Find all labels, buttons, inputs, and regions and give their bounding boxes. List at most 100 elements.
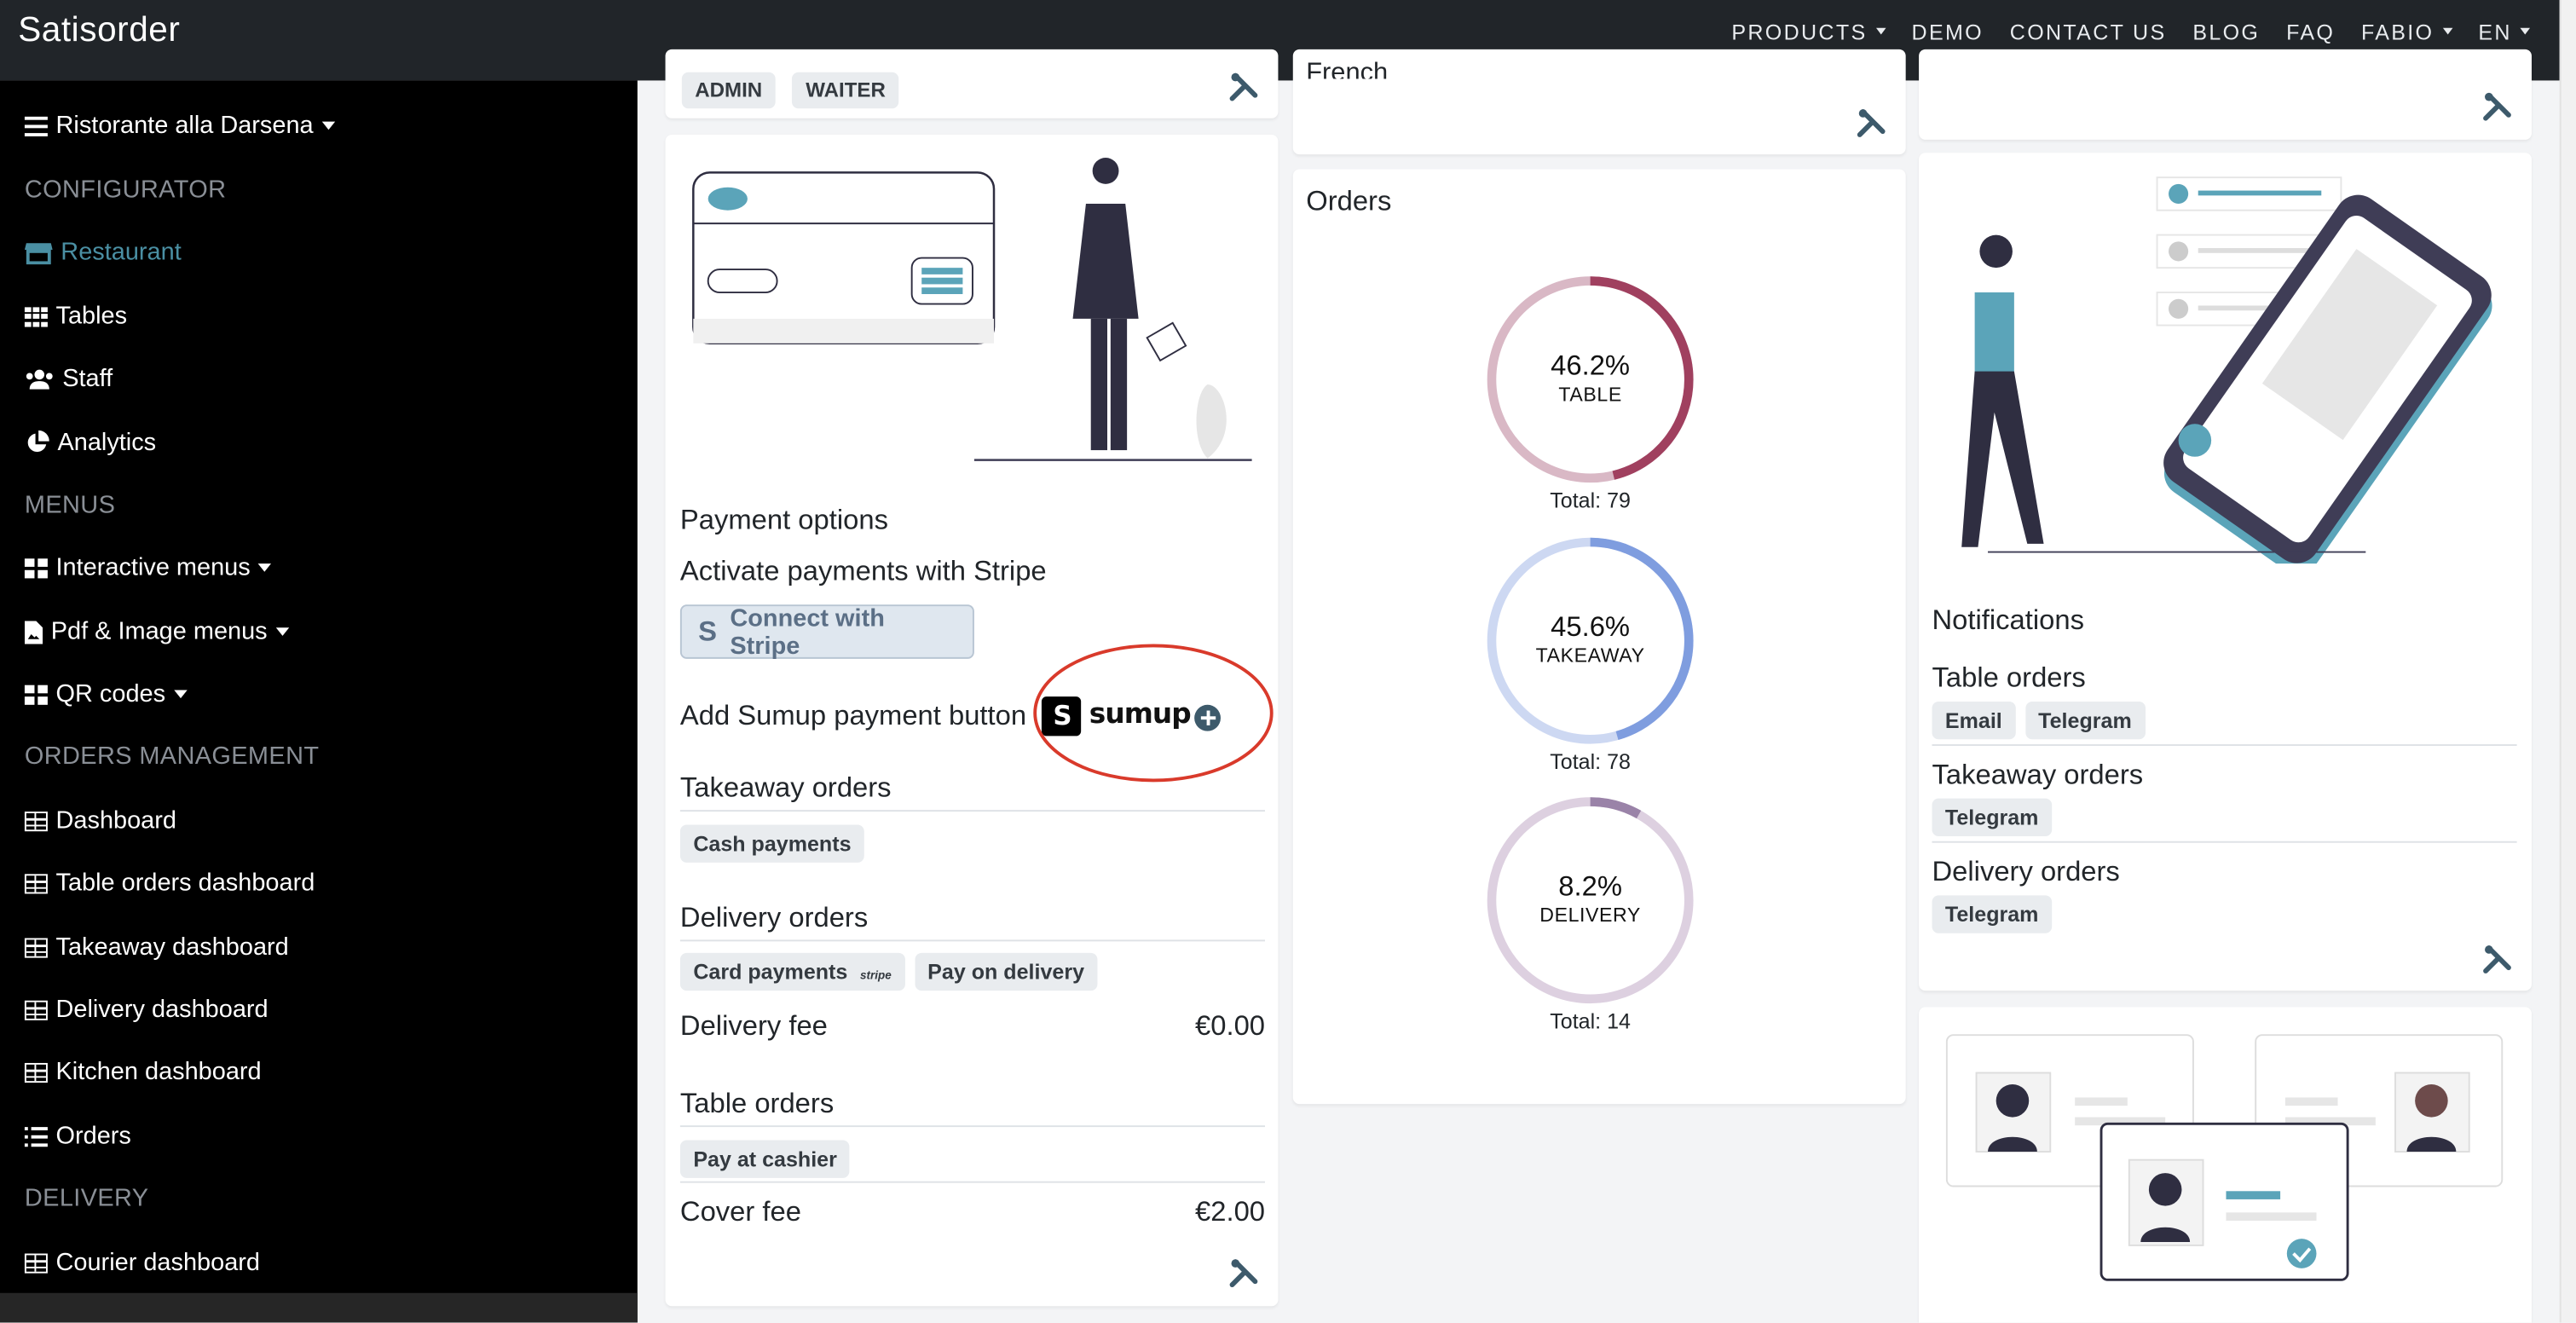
sidebar-item-takeaway-dashboard[interactable]: Takeaway dashboard bbox=[24, 933, 289, 961]
sidebar-item-label: Orders bbox=[55, 1122, 131, 1151]
tools-icon[interactable] bbox=[1857, 108, 1886, 138]
section-delivery: DELIVERY bbox=[24, 1184, 149, 1213]
donut-table bbox=[1487, 276, 1694, 483]
tools-icon[interactable] bbox=[2482, 92, 2512, 122]
bars-icon bbox=[24, 115, 48, 136]
sidebar-item-kitchen-dashboard[interactable]: Kitchen dashboard bbox=[24, 1058, 262, 1086]
table-icon bbox=[24, 873, 48, 893]
sidebar-item-label: Staff bbox=[62, 364, 113, 393]
sumup-logo-icon: S bbox=[1041, 696, 1082, 737]
sumup-text: Add Sumup payment button bbox=[679, 700, 1027, 731]
notifications-card: Notifications Table orders Email Telegram… bbox=[1919, 153, 2532, 991]
divider bbox=[1932, 841, 2517, 843]
section-configurator: CONFIGURATOR bbox=[24, 176, 227, 204]
divider bbox=[1932, 744, 2517, 746]
sidebar-item-label: Pdf & Image menus bbox=[51, 618, 289, 646]
role-badge: ADMIN bbox=[681, 72, 776, 109]
tools-icon[interactable] bbox=[1229, 72, 1259, 102]
payment-options-title: Payment options bbox=[679, 504, 888, 536]
sidebar-item-orders[interactable]: Orders bbox=[24, 1122, 131, 1151]
donut-percent: 8.2% bbox=[1558, 870, 1622, 903]
delivery-fee-value: €0.00 bbox=[1195, 1010, 1266, 1042]
cover-fee-label: Cover fee bbox=[679, 1196, 801, 1228]
sidebar-item-pdf-menus[interactable]: Pdf & Image menus bbox=[24, 618, 289, 646]
table-icon bbox=[24, 1061, 48, 1083]
donut-delivery bbox=[1487, 797, 1694, 1004]
notif-badge: Telegram bbox=[2024, 701, 2146, 740]
sidebar-item-interactive-menus[interactable]: Interactive menus bbox=[24, 554, 272, 582]
sidebar-item-label: Analytics bbox=[57, 429, 157, 457]
sidebar-item-table-orders-dashboard[interactable]: Table orders dashboard bbox=[24, 869, 315, 898]
notif-badge: Telegram bbox=[1932, 895, 2052, 933]
sidebar-item-delivery-dashboard[interactable]: Delivery dashboard bbox=[24, 996, 269, 1024]
sidebar-item-label: QR codes bbox=[56, 680, 188, 708]
table-icon bbox=[24, 811, 48, 831]
annotation-circle bbox=[1033, 644, 1274, 783]
payment-illustration bbox=[692, 158, 1252, 461]
notif-group-title: Table orders bbox=[1932, 662, 2086, 694]
pie-chart-icon bbox=[27, 430, 49, 453]
notifications-illustration bbox=[1961, 176, 2492, 564]
badge-label: Card payments bbox=[693, 959, 848, 985]
nav-user-menu[interactable]: FABIO bbox=[2361, 20, 2452, 44]
sidebar-item-tables[interactable]: Tables bbox=[24, 303, 127, 330]
language-card: French bbox=[1292, 49, 1906, 155]
sidebar-item-courier-dashboard[interactable]: Courier dashboard bbox=[24, 1248, 260, 1277]
sumup-logo: sumup bbox=[1089, 698, 1192, 731]
donut-percent: 46.2% bbox=[1551, 350, 1631, 382]
nav-products[interactable]: PRODUCTS bbox=[1731, 20, 1885, 44]
sidebar-restaurant-selector[interactable]: Ristorante alla Darsena bbox=[24, 112, 335, 140]
sidebar-item-staff[interactable]: Staff bbox=[25, 365, 113, 393]
staff-illustration bbox=[1945, 1034, 2504, 1281]
add-sumup-button[interactable] bbox=[1194, 704, 1221, 731]
table-orders-title: Table orders bbox=[679, 1087, 835, 1119]
sidebar-item-label: Table orders dashboard bbox=[55, 869, 315, 898]
users-icon bbox=[26, 369, 53, 390]
sidebar-footer bbox=[0, 1292, 638, 1323]
delivery-fee-label: Delivery fee bbox=[679, 1010, 828, 1042]
donut-category: TABLE bbox=[1558, 383, 1622, 407]
nav-blog[interactable]: BLOG bbox=[2192, 20, 2261, 45]
table-icon bbox=[24, 1252, 48, 1273]
donut-total: Total: 78 bbox=[1550, 748, 1631, 774]
sidebar-item-label: Kitchen dashboard bbox=[55, 1058, 262, 1086]
sidebar-item-label: Courier dashboard bbox=[55, 1248, 260, 1277]
notif-group-title: Delivery orders bbox=[1932, 856, 2120, 887]
top-right-card bbox=[1919, 49, 2532, 140]
stripe-activate-text: Activate payments with Stripe bbox=[679, 555, 1047, 587]
top-navbar: Satisorder PRODUCTS DEMO CONTACT US BLOG… bbox=[0, 0, 2560, 81]
payment-badge: Cash payments bbox=[679, 824, 864, 863]
notif-badge: Telegram bbox=[1932, 798, 2052, 836]
sidebar-item-qr-codes[interactable]: QR codes bbox=[24, 680, 188, 708]
delivery-orders-title: Delivery orders bbox=[679, 902, 869, 933]
takeaway-orders-title: Takeaway orders bbox=[679, 771, 892, 804]
staff-illustration-card bbox=[1919, 1007, 2532, 1323]
sidebar-item-label: Interactive menus bbox=[56, 554, 272, 582]
sidebar: Ristorante alla Darsena CONFIGURATOR Res… bbox=[0, 80, 638, 1323]
qrcode-icon bbox=[24, 684, 48, 704]
sidebar-item-analytics[interactable]: Analytics bbox=[25, 429, 156, 457]
nav-faq[interactable]: FAQ bbox=[2286, 20, 2336, 45]
nav-demo[interactable]: DEMO bbox=[1911, 20, 1984, 45]
nav-links: PRODUCTS DEMO CONTACT US BLOG FAQ FABIO … bbox=[1706, 20, 2531, 44]
nav-contact[interactable]: CONTACT US bbox=[2009, 20, 2167, 45]
brand-logo[interactable]: Satisorder bbox=[18, 11, 181, 49]
connect-stripe-button[interactable]: S Connect with Stripe bbox=[679, 604, 974, 660]
donut-percent: 45.6% bbox=[1551, 610, 1631, 643]
tools-icon[interactable] bbox=[1229, 1258, 1259, 1288]
file-image-icon bbox=[24, 620, 43, 644]
table-icon bbox=[24, 999, 48, 1020]
scrollbar[interactable] bbox=[2559, 0, 2576, 1323]
tools-icon[interactable] bbox=[2482, 945, 2512, 974]
connect-stripe-label: Connect with Stripe bbox=[730, 604, 885, 660]
donut-total: Total: 14 bbox=[1550, 1008, 1631, 1034]
sidebar-item-dashboard[interactable]: Dashboard bbox=[24, 806, 176, 835]
nav-language[interactable]: EN bbox=[2478, 20, 2530, 44]
divider bbox=[679, 1181, 1266, 1183]
sidebar-item-restaurant[interactable]: Restaurant bbox=[24, 238, 182, 266]
donut-track bbox=[1487, 797, 1694, 1004]
donut-takeaway bbox=[1487, 537, 1694, 744]
table-icon bbox=[24, 937, 48, 957]
orders-card: Orders 46.2% TABLE Total: 79 45.6% TAKEAWAY T… bbox=[1292, 169, 1906, 1105]
notif-badge: Email bbox=[1932, 701, 2016, 740]
